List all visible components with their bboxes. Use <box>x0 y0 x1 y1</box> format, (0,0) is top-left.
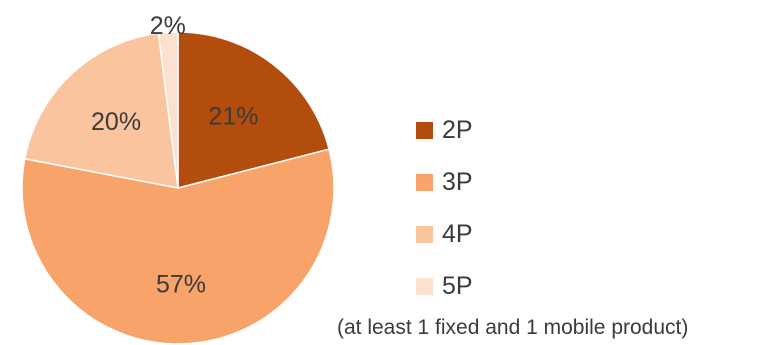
legend-item-2p: 2P <box>416 117 473 143</box>
legend-item-3p: 3P <box>416 169 473 195</box>
legend-swatch-2p <box>416 121 433 139</box>
legend-label-5p: 5P <box>442 272 473 300</box>
pie-slice-5p <box>157 31 179 189</box>
chart-legend: 2P 3P 4P 5P <box>416 117 473 325</box>
legend-swatch-4p <box>416 225 433 243</box>
pie-slice-3p <box>21 148 335 345</box>
legend-swatch-5p <box>416 277 433 295</box>
legend-label-3p: 3P <box>442 168 473 196</box>
slice-value-label-2p: 21% <box>208 103 258 131</box>
chart-footnote: (at least 1 fixed and 1 mobile product) <box>337 316 689 339</box>
legend-swatch-3p <box>416 173 433 191</box>
legend-item-4p: 4P <box>416 221 473 247</box>
pie-slice-2p <box>177 31 331 189</box>
legend-label-2p: 2P <box>442 116 473 144</box>
slice-value-label-5p: 2% <box>150 12 186 40</box>
legend-label-4p: 4P <box>442 220 473 248</box>
slice-value-label-4p: 20% <box>91 108 141 136</box>
slice-value-label-3p: 57% <box>156 271 206 299</box>
legend-item-5p: 5P <box>416 273 473 299</box>
pie-slice-4p <box>23 32 179 189</box>
